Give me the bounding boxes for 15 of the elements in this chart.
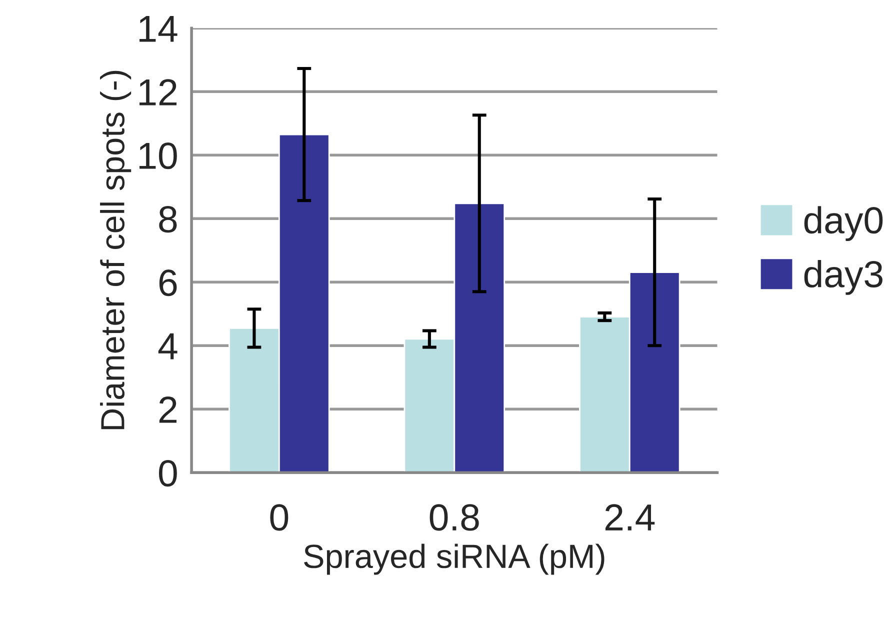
y-tick-label: 0 (158, 460, 177, 487)
y-tick-label: 6 (159, 270, 177, 296)
x-tick-label: 0.8 (430, 504, 479, 531)
legend-label: day0 (804, 206, 883, 242)
legend-label: day3 (804, 260, 882, 295)
x-tick-label: 2.4 (605, 504, 655, 530)
y-axis-title: Diameter of cell spots (-) (100, 70, 132, 430)
y-tick-label: 12 (140, 79, 176, 106)
y-tick-label: 4 (158, 333, 178, 360)
x-axis-title: Sprayed siRNA (pM) (304, 544, 604, 575)
x-tick-label: 0 (270, 504, 288, 531)
y-tick-label: 10 (140, 142, 177, 170)
y-tick-label: 14 (140, 16, 178, 42)
y-tick-label: 2 (159, 396, 176, 423)
y-tick-label: 8 (159, 206, 177, 233)
